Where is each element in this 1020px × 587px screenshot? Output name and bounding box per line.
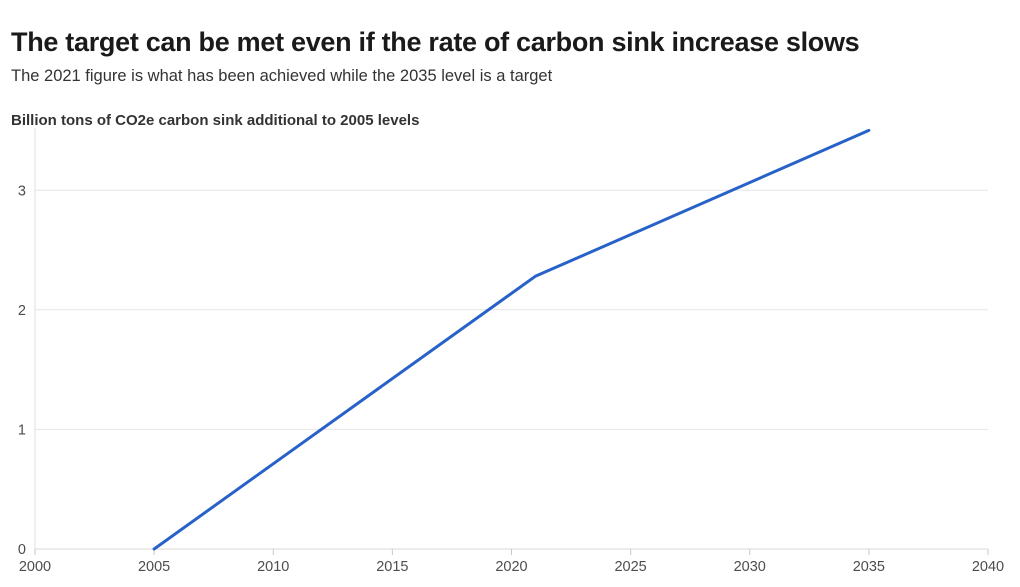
chart-subtitle: The 2021 figure is what has been achieve… xyxy=(11,66,553,85)
data-line-0 xyxy=(152,128,871,551)
x-tick-label-2005: 2005 xyxy=(138,559,170,575)
x-tick-label-2035: 2035 xyxy=(853,559,885,575)
y-tick-label-1: 1 xyxy=(18,422,26,438)
x-tick-label-2040: 2040 xyxy=(972,559,1004,575)
y-tick-label-3: 3 xyxy=(18,183,26,199)
line-chart: 0 1 2 3 2000 2005 2010 2015 2020 2025 2030 2035 2040 xyxy=(18,128,1004,575)
x-tick-label-2020: 2020 xyxy=(495,559,527,575)
x-tick-label-2025: 2025 xyxy=(614,559,646,575)
x-tick-label-2030: 2030 xyxy=(734,559,766,575)
x-tick-label-2000: 2000 xyxy=(19,559,51,575)
x-tick-label-2015: 2015 xyxy=(376,559,408,575)
y-tick-label-0: 0 xyxy=(18,542,26,558)
x-tick-label-2010: 2010 xyxy=(257,559,289,575)
y-axis-unit-note: Billion tons of CO2e carbon sink additio… xyxy=(11,112,420,129)
y-tick-label-2: 2 xyxy=(18,303,26,319)
chart-title: The target can be met even if the rate o… xyxy=(11,27,860,58)
